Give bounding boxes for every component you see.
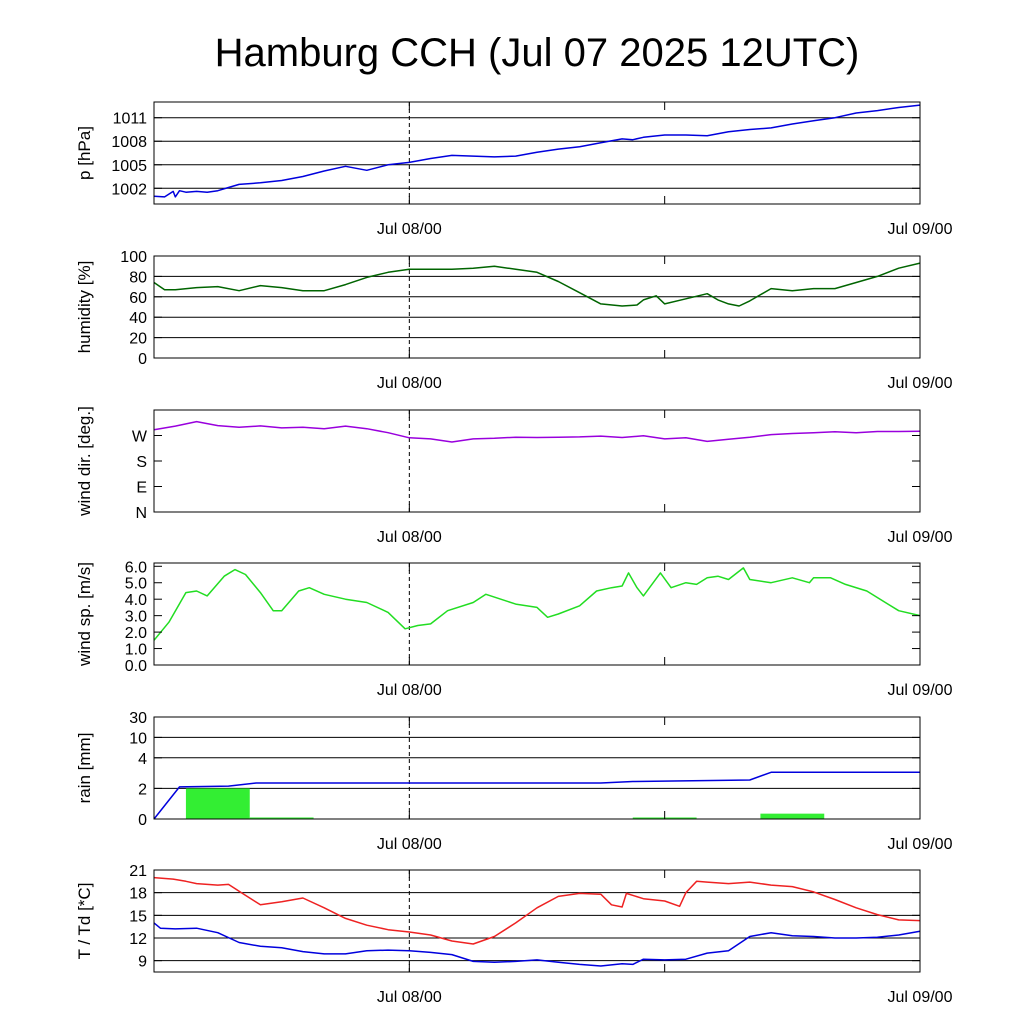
x-tick-label: Jul 08/00 xyxy=(377,682,442,699)
rain-bar-3 xyxy=(760,813,825,819)
panel-pressure: 1002 1005 1008 1011 Jul 08/00 Jul 09/00 p [hPa… xyxy=(75,101,953,238)
y-tick-label: 80 xyxy=(129,269,147,286)
y-tick-label: 12 xyxy=(129,931,147,948)
y-tick-label: 2 xyxy=(138,781,147,798)
y-tick-label: N xyxy=(135,505,147,522)
x-tick-label: Jul 08/00 xyxy=(377,221,442,238)
y-tick-label: 5.0 xyxy=(125,576,147,593)
x-tick-label: Jul 09/00 xyxy=(888,221,953,238)
plot-frame xyxy=(153,255,921,359)
y-tick-label: 1008 xyxy=(111,134,147,151)
plot-frame xyxy=(153,562,921,666)
y-tick-label: W xyxy=(132,429,148,446)
x-tick-label: Jul 08/00 xyxy=(377,989,442,1006)
y-tick-label: 15 xyxy=(129,908,147,925)
y-tick-label: 1011 xyxy=(113,111,148,128)
series-line-0 xyxy=(153,771,920,820)
y-tick-label: 21 xyxy=(129,863,147,880)
y-tick-label: 10 xyxy=(129,730,147,747)
y-axis-label: T / Td [*C] xyxy=(75,883,94,960)
y-tick-label: S xyxy=(136,454,147,471)
y-axis-label: rain [mm] xyxy=(75,733,94,804)
plot-frame xyxy=(153,101,921,205)
y-tick-label: 3.0 xyxy=(125,609,147,626)
y-tick-label: 30 xyxy=(129,710,147,727)
rain-bar-0 xyxy=(185,788,250,819)
y-tick-label: 9 xyxy=(138,954,147,971)
y-tick-label: 1002 xyxy=(111,181,147,198)
y-axis-label: wind sp. [m/s] xyxy=(75,562,94,667)
x-tick-label: Jul 09/00 xyxy=(888,836,953,853)
rain-bar-1 xyxy=(249,817,314,819)
x-tick-label: Jul 09/00 xyxy=(888,529,953,546)
series-line-0 xyxy=(153,104,921,198)
y-axis-label: wind dir. [deg.] xyxy=(75,406,94,517)
series-line-0 xyxy=(153,876,921,945)
y-axis-label: humidity [%] xyxy=(75,261,94,354)
y-tick-label: 0.0 xyxy=(125,658,147,675)
x-tick-label: Jul 08/00 xyxy=(377,375,442,392)
plot-frame xyxy=(153,716,921,820)
plot-frame xyxy=(153,869,921,973)
chart-title: Hamburg CCH (Jul 07 2025 12UTC) xyxy=(215,31,860,75)
y-tick-label: 1.0 xyxy=(125,642,147,659)
y-tick-label: 1005 xyxy=(111,158,147,175)
x-tick-label: Jul 09/00 xyxy=(888,989,953,1006)
y-tick-label: 100 xyxy=(120,249,147,266)
series-line-1 xyxy=(153,922,921,967)
x-tick-label: Jul 08/00 xyxy=(377,529,442,546)
panel-humidity: 0 20 40 60 80 100 Jul 08/00 Jul 09/00 humidity [… xyxy=(75,249,953,392)
plot-frame xyxy=(153,409,921,513)
x-tick-label: Jul 09/00 xyxy=(888,682,953,699)
x-tick-label: Jul 08/00 xyxy=(377,836,442,853)
y-tick-label: 4 xyxy=(138,751,147,768)
panel-wind_speed: 0.01.02.03.04.05.06.0 Jul 08/00 Jul 09/00 w… xyxy=(75,559,953,699)
y-tick-label: 2.0 xyxy=(125,625,147,642)
y-tick-label: 0 xyxy=(138,351,147,368)
y-tick-label: E xyxy=(136,480,147,497)
y-tick-label: 40 xyxy=(129,310,147,327)
y-tick-label: 60 xyxy=(129,290,147,307)
series-line-0 xyxy=(153,262,921,307)
y-axis-label: p [hPa] xyxy=(75,126,94,180)
y-tick-label: 4.0 xyxy=(125,592,147,609)
panel-temperature: 9 12 15 18 21 Jul 08/00 Jul 09/00 T / Td [*C] xyxy=(75,863,953,1006)
y-tick-label: 18 xyxy=(129,886,147,903)
y-tick-label: 20 xyxy=(129,331,147,348)
x-tick-label: Jul 09/00 xyxy=(888,375,953,392)
series-line-0 xyxy=(153,567,921,641)
series-line-0 xyxy=(153,420,921,443)
y-tick-label: 0 xyxy=(138,812,147,829)
y-tick-label: 6.0 xyxy=(125,559,147,576)
panel-rain: 0 2 4 10 30 Jul 08/00 Jul 09/00 rain [mm] xyxy=(75,710,953,853)
